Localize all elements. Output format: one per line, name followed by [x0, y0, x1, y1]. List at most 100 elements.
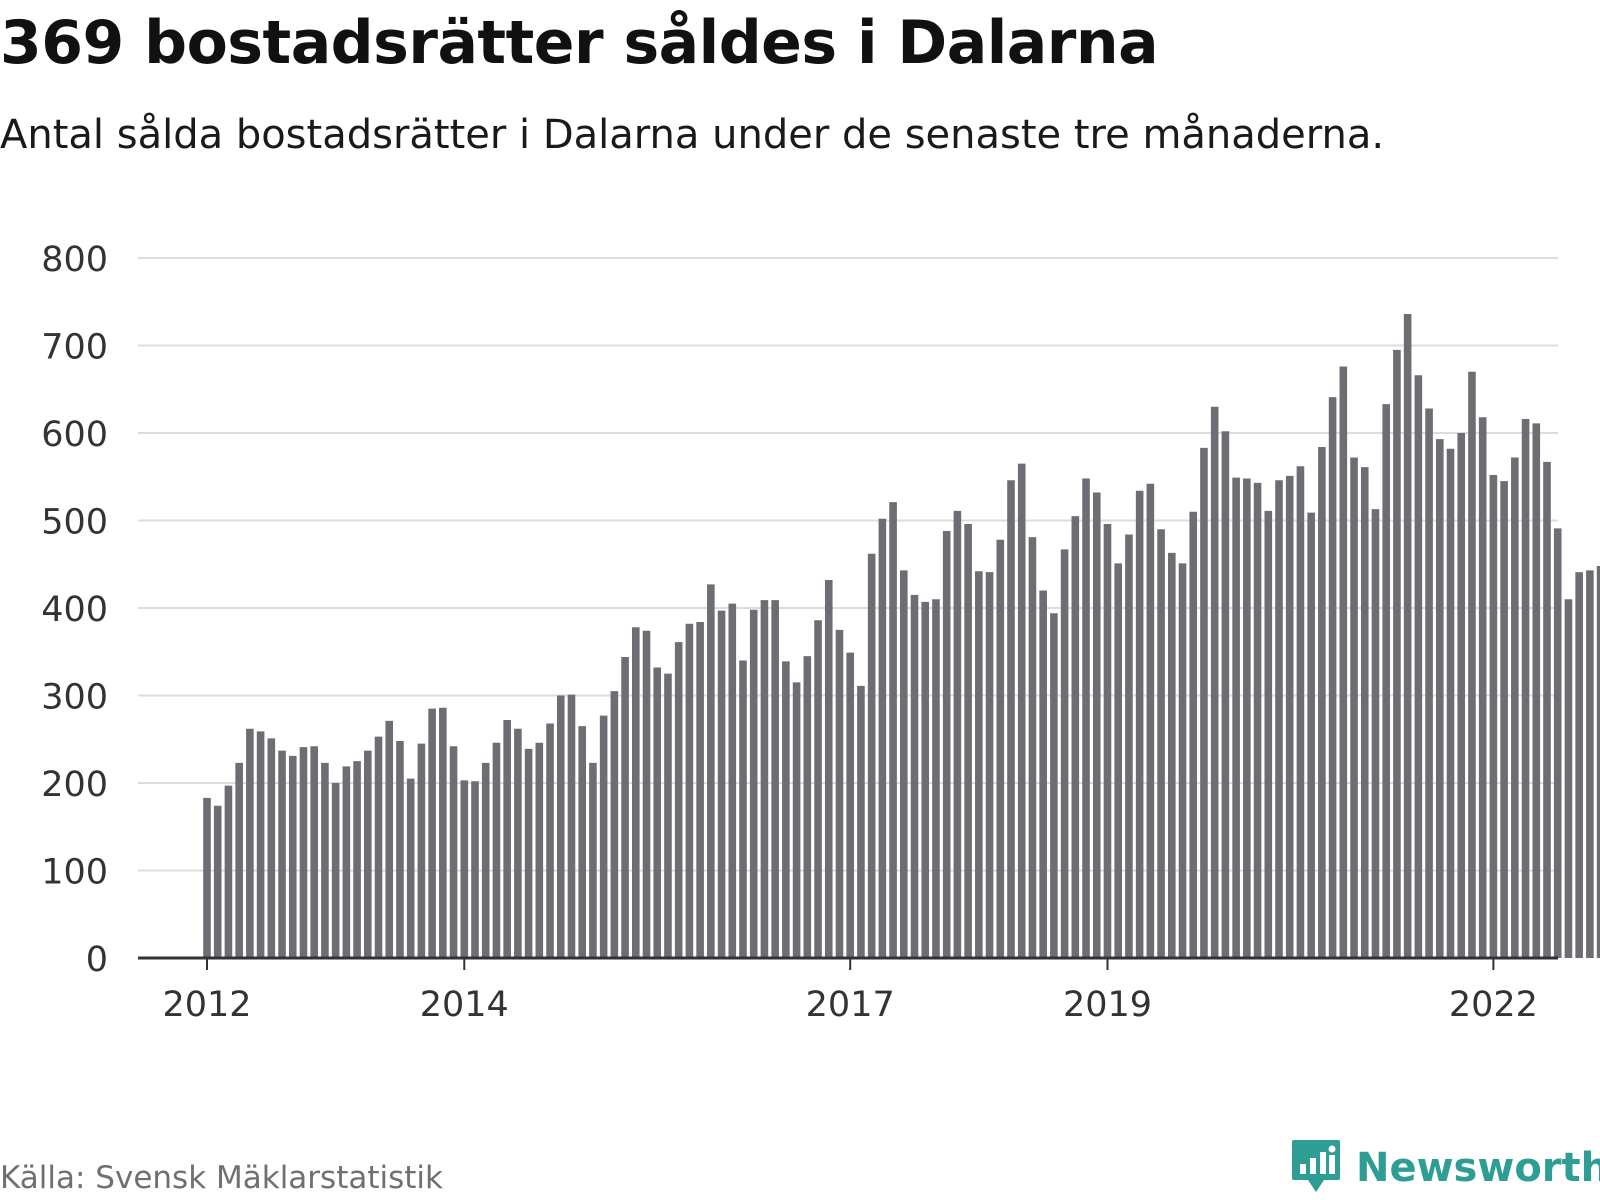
bar [1103, 524, 1112, 958]
bar [342, 766, 351, 958]
bar [1071, 516, 1080, 958]
bar [1478, 417, 1487, 958]
bar [460, 780, 469, 958]
brand-name: Newsworthy [1356, 1145, 1600, 1191]
bar [1403, 314, 1412, 958]
bar [610, 691, 619, 958]
bar [1360, 467, 1369, 958]
bar [1296, 466, 1305, 958]
bar [524, 748, 533, 958]
bar [471, 781, 479, 958]
bar [1586, 570, 1594, 958]
bar [364, 750, 372, 958]
bar [1157, 529, 1165, 958]
bar [321, 762, 329, 958]
bar [599, 715, 608, 958]
bar [653, 667, 662, 958]
bar [1243, 478, 1251, 958]
bar [278, 750, 286, 958]
bar [771, 600, 779, 958]
bar [492, 742, 501, 958]
bar [406, 778, 415, 958]
bar [1189, 511, 1198, 958]
bar [203, 797, 211, 958]
bar [889, 502, 897, 958]
bar [1350, 457, 1358, 958]
bar [1135, 490, 1144, 958]
bar [867, 553, 876, 958]
bar [1425, 408, 1433, 958]
bar [1275, 480, 1283, 958]
bar [589, 762, 597, 958]
bar [900, 570, 908, 958]
y-tick-label: 600 [41, 415, 108, 455]
bar [481, 762, 490, 958]
bar [1393, 349, 1401, 958]
bar [1371, 509, 1380, 958]
x-tick-label: 2019 [1063, 985, 1152, 1025]
bar [385, 720, 394, 958]
y-tick-label: 0 [86, 940, 108, 980]
bar [782, 661, 790, 958]
bar [1307, 512, 1315, 958]
bar [331, 783, 340, 958]
bar [674, 642, 683, 958]
bar [878, 518, 887, 958]
bar [1489, 475, 1498, 958]
bar [1328, 397, 1337, 958]
x-tick-label: 2014 [420, 985, 509, 1025]
bar [1596, 566, 1600, 958]
bar [246, 728, 254, 958]
bar [310, 746, 318, 958]
bar [1511, 457, 1519, 958]
bar [642, 630, 651, 958]
bar [1210, 406, 1219, 958]
y-tick-label: 200 [41, 765, 108, 805]
bar [353, 761, 361, 958]
bar [578, 726, 586, 958]
y-tick-label: 800 [41, 240, 108, 280]
bar [739, 660, 747, 958]
bar [288, 755, 297, 958]
bar [942, 531, 951, 958]
bar [1500, 481, 1508, 958]
bar-chart-bubble-icon [1292, 1140, 1340, 1192]
bar [1092, 492, 1101, 958]
bar [964, 524, 972, 958]
bar [728, 603, 737, 958]
bar [213, 805, 222, 958]
bar [1114, 563, 1122, 958]
chart-title: 369 bostadsrätter såldes i Dalarna [0, 8, 1159, 78]
bar [1457, 433, 1466, 958]
bar [1318, 447, 1326, 958]
x-tick-label: 2017 [806, 985, 895, 1025]
bar [1553, 528, 1562, 958]
bar [267, 738, 276, 958]
bar [1285, 475, 1294, 958]
bar [1221, 431, 1230, 958]
y-tick-label: 500 [41, 503, 108, 543]
bar [1050, 613, 1058, 958]
bar [1028, 537, 1037, 958]
source-note: Källa: Svensk Mäklarstatistik [0, 1160, 443, 1196]
bar [556, 695, 565, 958]
bar [857, 685, 865, 958]
brand-logo: Newsworthy [1290, 1138, 1600, 1198]
bar [803, 656, 812, 958]
bar [1446, 448, 1455, 958]
x-tick-label: 2022 [1449, 985, 1538, 1025]
bar [535, 742, 544, 958]
bar [1468, 371, 1476, 958]
bar [1178, 563, 1187, 958]
bar [567, 694, 576, 958]
bar [1017, 463, 1026, 958]
bar [546, 723, 554, 958]
bar [1382, 404, 1390, 958]
bar [824, 580, 833, 958]
bar [1575, 572, 1583, 958]
bar [953, 510, 962, 958]
bar [374, 736, 383, 958]
bar [1125, 534, 1133, 958]
bar [1339, 366, 1348, 958]
bar [1521, 419, 1530, 958]
